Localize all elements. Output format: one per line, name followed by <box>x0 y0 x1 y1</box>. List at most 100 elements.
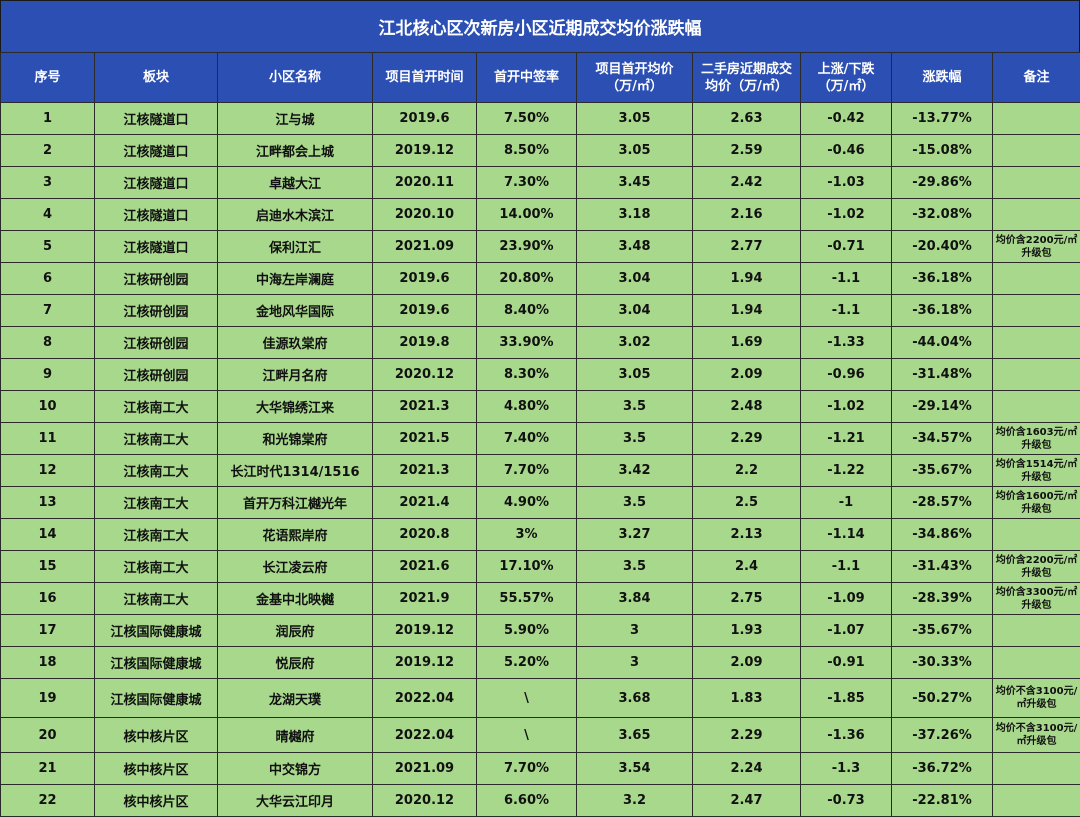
cell-change: -1.33 <box>801 327 892 359</box>
cell-resale-price: 1.93 <box>693 615 801 647</box>
cell-open-date: 2020.12 <box>373 359 477 391</box>
cell-resale-price: 1.69 <box>693 327 801 359</box>
cell-change-pct: -34.86% <box>892 519 993 551</box>
cell-resale-price: 1.94 <box>693 263 801 295</box>
cell-community: 卓越大江 <box>218 167 373 199</box>
cell-notes: 均价含2200元/㎡升级包 <box>993 231 1080 263</box>
cell-community: 启迪水木滨江 <box>218 199 373 231</box>
cell-open-price: 3.45 <box>577 167 693 199</box>
cell-open-date: 2021.6 <box>373 551 477 583</box>
cell-community: 大华云江印月 <box>218 785 373 817</box>
cell-lottery-rate: 55.57% <box>477 583 577 615</box>
cell-index: 18 <box>1 647 95 679</box>
col-header-change-pct: 涨跌幅 <box>892 53 993 103</box>
cell-change: -1.07 <box>801 615 892 647</box>
cell-open-date: 2020.8 <box>373 519 477 551</box>
cell-district: 江核研创园 <box>95 359 218 391</box>
cell-change: -1 <box>801 487 892 519</box>
header-row: 序号板块小区名称项目首开时间首开中签率项目首开均价（万/㎡）二手房近期成交均价（… <box>1 53 1080 103</box>
cell-resale-price: 2.48 <box>693 391 801 423</box>
cell-community: 长江凌云府 <box>218 551 373 583</box>
cell-notes <box>993 135 1080 167</box>
cell-open-date: 2019.6 <box>373 295 477 327</box>
cell-index: 22 <box>1 785 95 817</box>
cell-community: 润辰府 <box>218 615 373 647</box>
cell-notes: 均价不含3100元/㎡升级包 <box>993 718 1080 753</box>
cell-index: 21 <box>1 753 95 785</box>
cell-notes: 均价含1600元/㎡升级包 <box>993 487 1080 519</box>
col-header-district: 板块 <box>95 53 218 103</box>
cell-open-date: 2019.12 <box>373 647 477 679</box>
cell-open-price: 3.5 <box>577 391 693 423</box>
cell-open-date: 2019.6 <box>373 263 477 295</box>
cell-community: 和光锦棠府 <box>218 423 373 455</box>
cell-change: -0.42 <box>801 103 892 135</box>
cell-lottery-rate: 14.00% <box>477 199 577 231</box>
col-header-community: 小区名称 <box>218 53 373 103</box>
cell-resale-price: 2.63 <box>693 103 801 135</box>
cell-resale-price: 2.16 <box>693 199 801 231</box>
cell-open-date: 2020.10 <box>373 199 477 231</box>
cell-index: 14 <box>1 519 95 551</box>
cell-lottery-rate: 8.40% <box>477 295 577 327</box>
cell-open-price: 3.05 <box>577 135 693 167</box>
cell-resale-price: 2.77 <box>693 231 801 263</box>
price-change-table: 序号板块小区名称项目首开时间首开中签率项目首开均价（万/㎡）二手房近期成交均价（… <box>0 52 1080 817</box>
cell-change: -0.91 <box>801 647 892 679</box>
cell-notes <box>993 103 1080 135</box>
cell-open-price: 3.02 <box>577 327 693 359</box>
cell-district: 核中核片区 <box>95 718 218 753</box>
cell-change: -1.1 <box>801 295 892 327</box>
cell-resale-price: 2.75 <box>693 583 801 615</box>
cell-open-price: 3.18 <box>577 199 693 231</box>
cell-community: 金基中北映樾 <box>218 583 373 615</box>
cell-change-pct: -37.26% <box>892 718 993 753</box>
col-header-open-price: 项目首开均价（万/㎡） <box>577 53 693 103</box>
cell-resale-price: 2.4 <box>693 551 801 583</box>
cell-index: 4 <box>1 199 95 231</box>
cell-community: 中交锦方 <box>218 753 373 785</box>
cell-lottery-rate: 4.80% <box>477 391 577 423</box>
cell-open-price: 3 <box>577 615 693 647</box>
cell-index: 15 <box>1 551 95 583</box>
col-header-notes: 备注 <box>993 53 1080 103</box>
cell-index: 10 <box>1 391 95 423</box>
cell-district: 江核国际健康城 <box>95 647 218 679</box>
cell-change: -1.02 <box>801 391 892 423</box>
cell-open-price: 3.48 <box>577 231 693 263</box>
cell-change-pct: -30.33% <box>892 647 993 679</box>
cell-lottery-rate: 5.90% <box>477 615 577 647</box>
cell-change-pct: -13.77% <box>892 103 993 135</box>
col-header-lottery-rate: 首开中签率 <box>477 53 577 103</box>
cell-community: 佳源玖棠府 <box>218 327 373 359</box>
cell-change-pct: -44.04% <box>892 327 993 359</box>
cell-open-date: 2021.9 <box>373 583 477 615</box>
cell-lottery-rate: 3% <box>477 519 577 551</box>
cell-notes <box>993 615 1080 647</box>
cell-index: 11 <box>1 423 95 455</box>
table-title: 江北核心区次新房小区近期成交均价涨跌幅 <box>0 0 1080 52</box>
cell-open-date: 2020.11 <box>373 167 477 199</box>
cell-resale-price: 2.24 <box>693 753 801 785</box>
cell-notes: 均价含3300元/㎡升级包 <box>993 583 1080 615</box>
cell-community: 晴樾府 <box>218 718 373 753</box>
cell-open-price: 3.04 <box>577 295 693 327</box>
cell-open-date: 2019.8 <box>373 327 477 359</box>
cell-community: 江与城 <box>218 103 373 135</box>
cell-open-price: 3.84 <box>577 583 693 615</box>
cell-change: -1.36 <box>801 718 892 753</box>
cell-index: 8 <box>1 327 95 359</box>
cell-index: 5 <box>1 231 95 263</box>
cell-index: 17 <box>1 615 95 647</box>
